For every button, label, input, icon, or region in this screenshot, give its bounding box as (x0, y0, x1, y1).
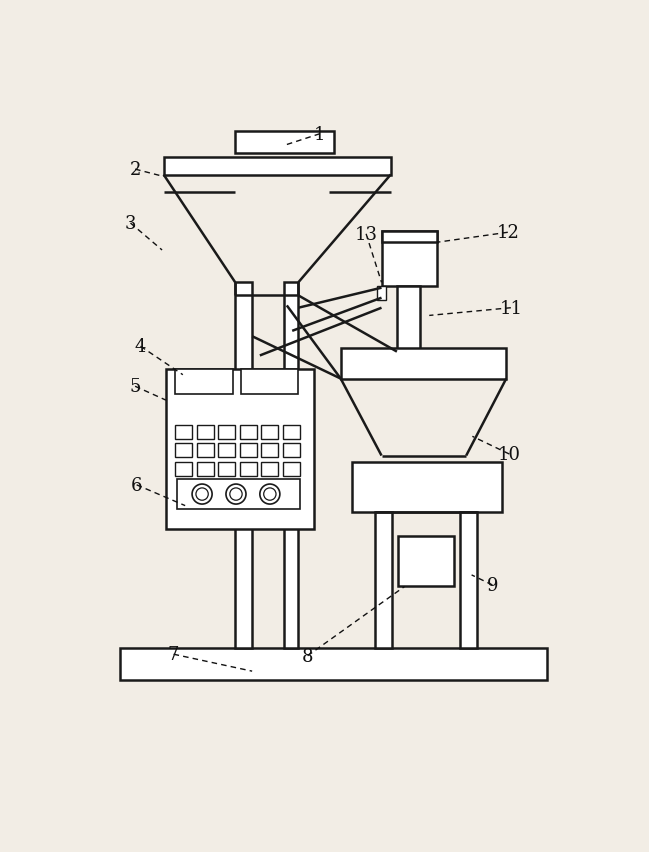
Bar (341, 348, 506, 379)
Bar (175, 425, 192, 439)
Text: 4: 4 (135, 338, 146, 356)
Bar (218, 462, 235, 476)
Bar (235, 131, 334, 153)
Bar (375, 512, 392, 648)
Bar (352, 462, 502, 512)
Text: 2: 2 (129, 161, 141, 179)
Text: 10: 10 (498, 446, 521, 463)
Bar (218, 444, 235, 458)
Bar (240, 444, 257, 458)
Bar (262, 425, 278, 439)
Bar (218, 425, 235, 439)
Text: 8: 8 (302, 647, 313, 665)
Bar (262, 444, 278, 458)
Bar (175, 444, 192, 458)
Bar (175, 370, 233, 394)
Bar (164, 158, 391, 176)
Bar (241, 370, 299, 394)
Bar (460, 512, 477, 648)
Text: 7: 7 (168, 646, 179, 664)
Bar (283, 444, 300, 458)
Bar (197, 462, 214, 476)
Bar (240, 462, 257, 476)
Bar (235, 283, 252, 648)
Text: 9: 9 (487, 576, 498, 594)
Text: 6: 6 (131, 476, 142, 494)
Bar (398, 537, 454, 587)
Bar (197, 425, 214, 439)
Bar (175, 462, 192, 476)
Bar (166, 370, 313, 529)
Bar (283, 425, 300, 439)
Text: 5: 5 (129, 377, 141, 396)
Bar (377, 287, 386, 301)
Bar (397, 287, 420, 352)
Text: 13: 13 (354, 226, 378, 244)
Bar (119, 648, 547, 681)
Text: 1: 1 (314, 125, 326, 143)
Bar (382, 232, 437, 242)
Bar (284, 283, 299, 648)
Bar (177, 479, 300, 509)
Bar (382, 232, 437, 287)
Bar (240, 425, 257, 439)
Bar (262, 462, 278, 476)
Text: 3: 3 (125, 215, 136, 233)
Bar (197, 444, 214, 458)
Text: 11: 11 (499, 299, 522, 317)
Text: 12: 12 (496, 224, 519, 242)
Bar (283, 462, 300, 476)
